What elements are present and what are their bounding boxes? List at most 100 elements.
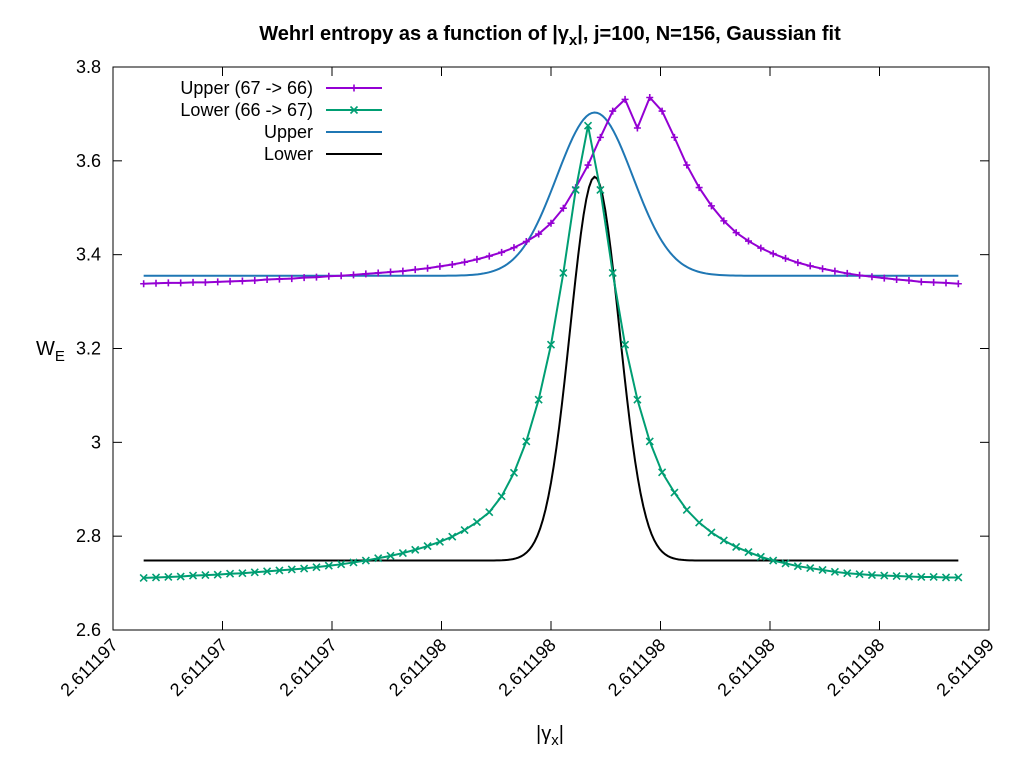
x-tick-label: 2.611197 — [56, 635, 121, 700]
data-point — [856, 271, 864, 279]
data-point — [892, 571, 901, 581]
data-point — [263, 276, 271, 284]
data-point — [201, 571, 210, 580]
data-point — [510, 244, 518, 252]
data-point — [386, 551, 395, 560]
data-point — [769, 556, 778, 565]
data-point — [361, 556, 370, 565]
data-point — [867, 571, 877, 580]
data-point — [448, 532, 457, 541]
data-point — [398, 548, 407, 558]
data-point — [793, 562, 802, 571]
data-point — [732, 229, 740, 237]
data-point — [806, 262, 814, 270]
data-point — [498, 248, 506, 256]
data-point — [596, 185, 605, 194]
x-tick-label: 2.611198 — [494, 635, 559, 700]
data-point — [843, 569, 852, 578]
y-tick-label: 2.8 — [76, 526, 101, 546]
data-point — [818, 565, 827, 575]
data-point — [177, 279, 185, 287]
data-point — [312, 563, 321, 572]
legend-marker — [349, 105, 359, 115]
data-point — [350, 271, 358, 279]
data-point — [843, 269, 851, 277]
data-point — [917, 278, 925, 286]
data-point — [460, 526, 469, 535]
data-point — [461, 258, 469, 266]
series-line-lower-fit — [143, 175, 959, 562]
data-point — [497, 492, 506, 501]
x-tick-label: 2.611198 — [713, 635, 778, 700]
data-point — [214, 278, 222, 286]
data-point — [225, 569, 235, 578]
data-point — [176, 572, 185, 581]
data-point — [201, 278, 209, 286]
data-point — [756, 552, 765, 561]
data-point — [263, 567, 272, 576]
data-point — [374, 269, 382, 277]
data-point — [695, 518, 704, 527]
data-point — [188, 571, 198, 580]
data-point — [941, 573, 951, 582]
data-point — [213, 570, 222, 579]
data-point — [189, 278, 197, 286]
data-point — [547, 219, 555, 227]
data-point — [830, 567, 839, 576]
data-point — [250, 568, 259, 577]
data-point — [139, 573, 148, 582]
y-tick-label: 3.4 — [76, 245, 101, 265]
data-point — [312, 273, 320, 281]
y-tick-label: 3 — [91, 432, 101, 452]
data-point — [435, 537, 444, 546]
data-point — [226, 277, 234, 285]
data-point — [151, 573, 161, 582]
data-point — [238, 569, 247, 578]
data-point — [473, 255, 481, 263]
data-point — [288, 275, 296, 283]
data-point — [534, 395, 543, 404]
data-point — [472, 518, 482, 527]
data-point — [275, 566, 284, 575]
data-point — [522, 437, 531, 446]
data-point — [140, 280, 148, 288]
legend-label: Lower (66 -> 67) — [180, 100, 313, 120]
data-point — [509, 468, 519, 477]
data-point — [683, 161, 691, 169]
data-point — [757, 244, 765, 252]
data-point — [300, 564, 309, 573]
data-point — [646, 93, 654, 101]
data-point — [782, 254, 790, 262]
data-point — [423, 541, 432, 551]
data-point — [300, 274, 308, 282]
data-point — [855, 570, 864, 579]
plot-series — [139, 93, 963, 582]
data-point — [621, 95, 629, 103]
x-tick-label: 2.611198 — [385, 635, 450, 700]
data-point — [436, 262, 444, 270]
data-point — [769, 250, 777, 258]
data-point — [707, 202, 715, 210]
y-tick-label: 3.8 — [76, 57, 101, 77]
data-point — [584, 161, 592, 169]
data-point — [387, 268, 395, 276]
data-point — [954, 280, 962, 288]
data-point — [695, 184, 703, 192]
data-point — [670, 133, 678, 141]
legend-marker — [350, 84, 358, 92]
data-point — [546, 340, 556, 349]
data-point — [411, 545, 420, 554]
data-point — [485, 252, 493, 260]
data-point — [868, 273, 876, 281]
data-point — [164, 572, 173, 582]
data-point — [880, 274, 888, 282]
legend-label: Upper — [264, 122, 313, 142]
y-tick-label: 3.6 — [76, 151, 101, 171]
x-axis-label: |γx| — [536, 723, 564, 749]
data-point — [349, 558, 358, 567]
data-point — [337, 560, 346, 569]
data-point — [633, 124, 641, 132]
data-point — [781, 559, 790, 568]
data-point — [620, 340, 630, 349]
x-tick-label: 2.611198 — [604, 635, 669, 700]
